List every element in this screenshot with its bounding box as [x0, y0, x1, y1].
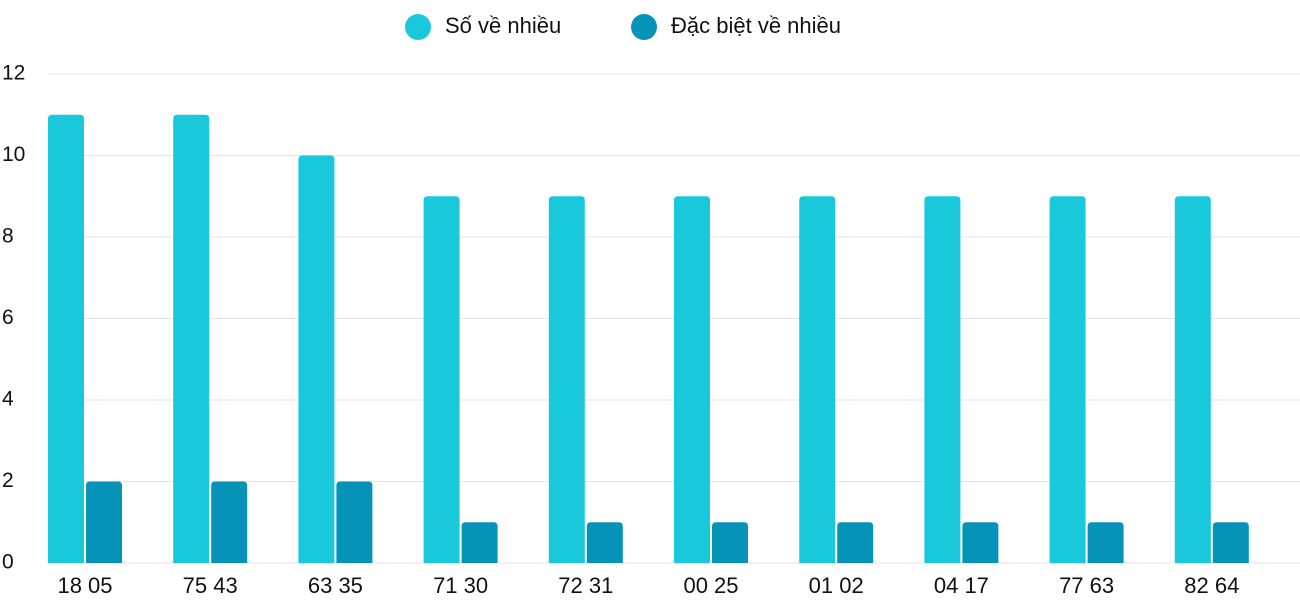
x-tick-label: 75 43: [183, 573, 238, 598]
bar: [48, 114, 84, 563]
legend-marker: [405, 14, 431, 40]
bar: [586, 522, 623, 563]
x-tick-label: 63 35: [308, 573, 363, 598]
bar: [1087, 522, 1124, 563]
bar: [962, 522, 999, 563]
bar: [173, 114, 210, 563]
y-tick-label: 0: [2, 551, 14, 574]
x-tick-label: 00 25: [683, 573, 738, 598]
legend-marker: [631, 14, 657, 40]
x-tick-label: 01 02: [809, 573, 864, 598]
bar: [1174, 196, 1211, 563]
x-tick-label: 04 17: [934, 573, 989, 598]
bar: [837, 522, 874, 563]
bar: [1212, 522, 1249, 563]
legend-label: Số về nhiều: [445, 13, 561, 38]
y-tick-label: 12: [2, 62, 25, 85]
bar: [211, 481, 248, 563]
y-tick-label: 6: [2, 306, 14, 329]
bar: [336, 481, 373, 563]
legend-label: Đặc biệt về nhiều: [671, 13, 841, 38]
bar: [86, 481, 122, 563]
bar: [674, 196, 710, 563]
bar: [924, 196, 961, 563]
y-tick-label: 8: [2, 225, 14, 248]
x-tick-label: 77 63: [1059, 573, 1114, 598]
x-tick-label: 18 05: [57, 573, 112, 598]
y-tick-label: 2: [2, 469, 14, 492]
bar: [548, 196, 585, 563]
x-tick-label: 82 64: [1184, 573, 1239, 598]
bar: [423, 196, 460, 563]
y-tick-label: 4: [2, 388, 14, 411]
bar: [298, 155, 335, 563]
bar: [799, 196, 836, 563]
x-tick-label: 71 30: [433, 573, 488, 598]
bar: [1049, 196, 1086, 563]
bar: [712, 522, 748, 563]
y-tick-label: 10: [2, 143, 25, 166]
bar: [461, 522, 498, 563]
x-tick-label: 72 31: [558, 573, 613, 598]
